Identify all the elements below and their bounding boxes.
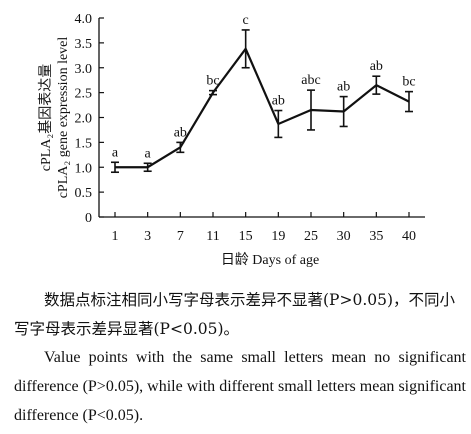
y-tick-label: 1.5: [75, 136, 93, 151]
significance-label: ab: [337, 80, 350, 95]
significance-label: a: [112, 145, 119, 160]
x-tick-label: 30: [337, 229, 351, 244]
x-tick-label: 11: [206, 229, 219, 244]
y-tick-label: 0.5: [75, 186, 93, 201]
significance-label: c: [243, 13, 249, 28]
significance-label: bc: [402, 75, 415, 90]
significance-label: bc: [206, 74, 219, 89]
line-chart: 0 0.5 1.0 1.5 2.0 2.5 3.0 3.5 4.0 1 3 7 11 15 19 25 30 35…: [37, 12, 425, 268]
y-tick-label: 2.5: [75, 87, 93, 102]
y-tick-label: 1.0: [75, 161, 93, 176]
significance-label: ab: [370, 59, 383, 74]
x-tick-label: 25: [304, 229, 318, 244]
significance-label: a: [145, 146, 152, 161]
significance-label: abc: [301, 73, 320, 88]
x-tick-label: 3: [144, 229, 151, 244]
x-tick-label: 1: [112, 229, 119, 244]
y-tick-label: 3.0: [75, 62, 93, 77]
x-tick-label: 7: [177, 229, 184, 244]
y-tick-label: 4.0: [75, 12, 93, 27]
x-tick-label: 19: [271, 229, 285, 244]
series-line: [115, 46, 410, 169]
caption-chinese: 数据点标注相同小写字母表示差异不显著(P>0.05)，不同小写字母表示差异显著(…: [14, 291, 456, 338]
x-axis-title: 日龄 Days of age: [221, 252, 319, 268]
x-tick-label: 40: [402, 229, 416, 244]
y-tick-label: 3.5: [75, 37, 93, 52]
y-tick-label: 0: [85, 211, 92, 226]
caption-english: Value points with the same small letters…: [14, 349, 466, 424]
significance-label: ab: [174, 125, 187, 140]
y-tick-label: 2.0: [75, 112, 93, 127]
x-tick-label: 35: [369, 229, 383, 244]
y-axis-title-chinese: cPLA₂基因表达量: [37, 64, 54, 172]
significance-label: ab: [272, 94, 285, 109]
x-tick-label: 15: [239, 229, 253, 244]
y-axis-title-english: cPLA₂ gene expression level: [56, 37, 71, 199]
